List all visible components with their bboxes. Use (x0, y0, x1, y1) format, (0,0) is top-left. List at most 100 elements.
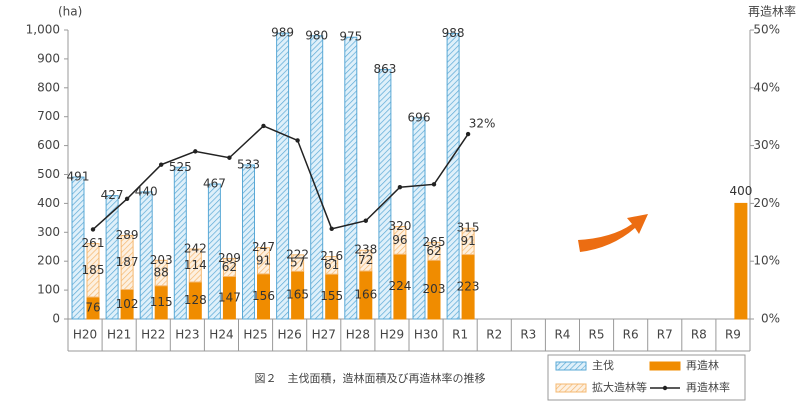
value-label: 88 (154, 266, 169, 280)
value-label: 32% (469, 117, 496, 131)
legend-label: 再造林率 (686, 380, 730, 394)
x-tick-label: R8 (691, 328, 707, 342)
value-label: 96 (392, 233, 407, 247)
legend-label: 拡大造林等 (592, 380, 647, 394)
y-tick-label: 200 (37, 254, 60, 268)
x-tick-label: H29 (380, 328, 404, 342)
bar-main (139, 191, 153, 320)
rate-point (295, 138, 300, 143)
bar-replant (734, 202, 748, 320)
bar-expansion (393, 226, 407, 255)
stack-total-label: 265 (423, 235, 446, 249)
value-label: 525 (169, 160, 192, 174)
y-tick-label: 500 (37, 167, 60, 181)
stack-total-label: 238 (354, 243, 377, 257)
y-tick-label: 1,000 (26, 23, 60, 37)
y-tick-label: 300 (37, 225, 60, 239)
bar-expansion (188, 248, 202, 283)
value-label: 128 (184, 293, 207, 307)
value-label: 440 (135, 184, 158, 198)
x-tick-label: H22 (141, 328, 165, 342)
x-tick-label: H24 (209, 328, 233, 342)
rate-point (90, 227, 96, 232)
legend-swatch (555, 383, 587, 393)
stack-total-label: 222 (286, 247, 309, 261)
bar-main (446, 32, 460, 320)
rate-point (397, 185, 403, 190)
x-tick-label: H23 (175, 328, 199, 342)
y-axis-label: (ha) (58, 5, 82, 19)
y-tick-label: 0 (52, 312, 60, 326)
legend-label: 再造林 (686, 358, 719, 372)
bar-expansion (427, 241, 441, 261)
bar-main (207, 183, 221, 320)
y2-tick-label: 0% (761, 312, 780, 326)
x-tick-label: H30 (414, 328, 438, 342)
stack-total-label: 261 (82, 236, 105, 250)
rate-point (159, 162, 164, 167)
value-label: 102 (116, 297, 139, 311)
y-tick-label: 900 (37, 51, 60, 65)
value-label: 165 (286, 288, 309, 302)
rate-point (363, 218, 368, 223)
y2-tick-label: 20% (753, 196, 780, 210)
rate-point (227, 155, 232, 160)
value-label: 91 (256, 253, 271, 267)
x-tick-label: H27 (312, 328, 336, 342)
stack-total-label: 242 (184, 242, 207, 256)
rate-point (193, 149, 198, 154)
x-tick-label: H28 (346, 328, 370, 342)
value-label: 223 (457, 279, 480, 293)
bar-main (173, 166, 187, 320)
value-label: 166 (354, 288, 377, 302)
value-label: 155 (320, 289, 343, 303)
x-tick-label: H25 (243, 328, 267, 342)
bar-main (105, 195, 119, 320)
caption: 図２ 主伐面積，造林面積及び再造林率の推移 (255, 371, 486, 385)
bar-main (378, 69, 392, 320)
value-label: 61 (324, 258, 339, 272)
stack-total-label: 203 (150, 253, 173, 267)
y2-tick-label: 30% (753, 138, 780, 152)
value-label: 533 (237, 157, 260, 171)
stack-total-label: 320 (388, 219, 411, 233)
bar-expansion (291, 254, 305, 272)
rate-point (329, 226, 334, 232)
value-label: 72 (358, 253, 373, 267)
value-label: 427 (101, 188, 124, 202)
bar-expansion (257, 247, 270, 275)
value-label: 491 (67, 170, 90, 184)
value-label: 156 (252, 289, 275, 303)
bar-expansion (461, 227, 475, 256)
y2-axis-label: 再造林率 (748, 4, 796, 19)
y2-tick-label: 40% (753, 80, 780, 94)
bar-main (412, 117, 426, 320)
x-tick-label: R9 (725, 328, 741, 342)
y-tick-label: 100 (37, 283, 60, 297)
value-label: 62 (426, 244, 441, 258)
rate-line (92, 125, 469, 230)
value-label: 988 (442, 26, 465, 40)
bar-main (242, 164, 255, 320)
trend-arrow (578, 214, 648, 252)
value-label: 91 (460, 234, 475, 248)
value-label: 147 (218, 290, 241, 304)
x-tick-label: R7 (657, 328, 673, 342)
y2-tick-label: 50% (753, 23, 780, 37)
bar-expansion (325, 256, 339, 275)
bar-expansion (222, 258, 236, 278)
legend-swatch (555, 361, 587, 371)
stack-total-label: 289 (116, 228, 139, 242)
value-label: 62 (222, 260, 237, 274)
bar-main (310, 35, 324, 320)
x-tick-label: R3 (520, 328, 536, 342)
rate-point (261, 123, 266, 129)
value-label: 57 (290, 256, 305, 270)
value-label: 975 (339, 30, 362, 44)
stack-total-label: 216 (320, 249, 343, 263)
x-tick-label: H26 (278, 328, 302, 342)
bar-expansion (120, 234, 134, 291)
x-tick-label: R2 (486, 328, 502, 342)
value-label: 980 (305, 28, 328, 42)
